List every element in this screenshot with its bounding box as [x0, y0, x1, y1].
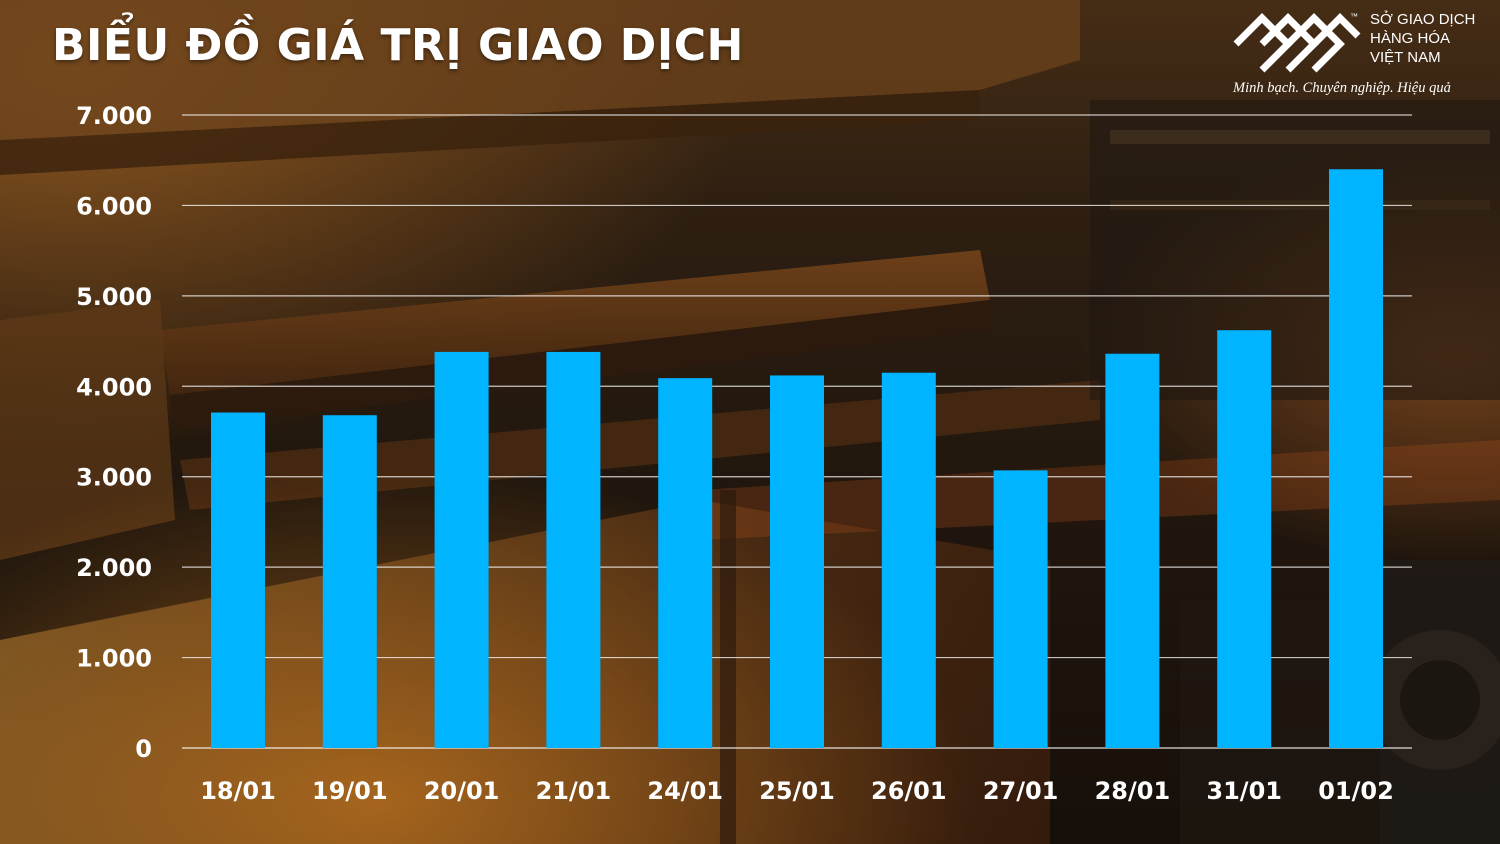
bar: [211, 412, 265, 748]
x-tick-label: 27/01: [983, 777, 1059, 805]
x-tick-label: 31/01: [1206, 777, 1282, 805]
y-axis-ticks: 0 1.000 2.000 3.000 4.000 5.000 6.000 7.000: [76, 102, 152, 763]
bar: [993, 470, 1048, 748]
logo-text-line-3: VIỆT NAM: [1370, 49, 1441, 66]
bar: [658, 378, 713, 748]
x-tick-label: 26/01: [871, 777, 947, 805]
x-tick-label: 20/01: [424, 777, 500, 805]
trademark-symbol: ™: [1350, 12, 1358, 21]
bar: [1217, 330, 1272, 748]
y-tick-label: 6.000: [76, 192, 152, 220]
bar: [546, 351, 601, 748]
x-tick-label: 25/01: [759, 777, 835, 805]
x-tick-label: 28/01: [1095, 777, 1171, 805]
bar: [434, 351, 489, 748]
y-tick-label: 4.000: [76, 373, 152, 401]
x-tick-label: 21/01: [536, 777, 612, 805]
x-tick-label: 19/01: [312, 777, 388, 805]
chart-title: BIỂU ĐỒ GIÁ TRỊ GIAO DỊCH: [52, 20, 744, 71]
bar: [322, 415, 377, 748]
logo-mark-icon: [1233, 13, 1361, 73]
bars: [211, 169, 1383, 748]
y-tick-label: 1.000: [76, 645, 152, 673]
logo-text-line-2: HÀNG HÓA: [1370, 30, 1451, 47]
bar: [881, 372, 936, 748]
y-tick-label: 3.000: [76, 464, 152, 492]
bar: [1329, 169, 1383, 748]
x-tick-label: 24/01: [647, 777, 723, 805]
y-tick-label: 5.000: [76, 283, 152, 311]
bar: [1105, 353, 1160, 748]
logo-text-line-1: SỞ GIAO DỊCH: [1370, 11, 1476, 28]
gridlines: [182, 114, 1412, 749]
x-tick-label: 18/01: [200, 777, 276, 805]
company-logo: ™ SỞ GIAO DỊCH HÀNG HÓA VIỆT NAM: [1232, 8, 1492, 103]
logo-tagline: Minh bạch. Chuyên nghiệp. Hiệu quả: [1233, 80, 1451, 96]
y-tick-label: 0: [135, 735, 152, 763]
x-tick-label: 01/02: [1318, 777, 1394, 805]
y-tick-label: 7.000: [76, 102, 152, 130]
x-axis-ticks: 18/01 19/01 20/01 21/01 24/01 25/01 26/01 27/01…: [200, 777, 1394, 805]
bar: [770, 375, 824, 748]
y-tick-label: 2.000: [76, 554, 152, 582]
